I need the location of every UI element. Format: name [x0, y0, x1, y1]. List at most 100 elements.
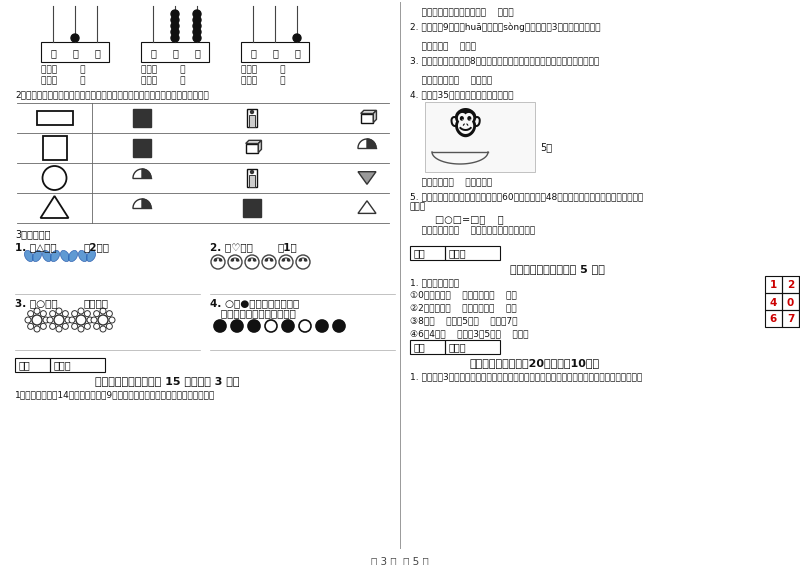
Text: 答：小丽站的这一对共有（    ）位。: 答：小丽站的这一对共有（ ）位。	[410, 8, 514, 17]
Circle shape	[193, 16, 201, 24]
Circle shape	[94, 323, 100, 329]
Bar	[42, 136, 66, 160]
Circle shape	[56, 326, 62, 332]
Text: 评卷人: 评卷人	[449, 248, 466, 258]
Text: 答：小芳再跳（    ）下就和小明跳的一样多。: 答：小芳再跳（ ）下就和小明跳的一样多。	[410, 226, 535, 235]
Circle shape	[32, 315, 42, 325]
Circle shape	[71, 34, 79, 42]
Text: ①0的左面是（    ），右面是（    ）。: ①0的左面是（ ），右面是（ ）。	[410, 290, 517, 299]
Circle shape	[78, 326, 84, 332]
Ellipse shape	[25, 250, 34, 262]
Bar	[410, 246, 445, 260]
Circle shape	[69, 317, 75, 323]
Text: 评卷人: 评卷人	[449, 342, 466, 352]
Circle shape	[94, 311, 100, 316]
Polygon shape	[142, 169, 151, 178]
Text: 3. 小朋友做剪纸，用了8张红纸，又用了同样多的黄纸，他们用了多少张纸？: 3. 小朋友做剪纸，用了8张红纸，又用了同样多的黄纸，他们用了多少张纸？	[410, 56, 599, 65]
Text: 多2个。: 多2个。	[83, 242, 109, 252]
Circle shape	[270, 259, 273, 261]
Circle shape	[316, 320, 328, 332]
Polygon shape	[142, 199, 151, 208]
Text: 十、附加题（本题共20分，每题10分）: 十、附加题（本题共20分，每题10分）	[470, 358, 600, 368]
Text: 写作（        ）: 写作（ ）	[241, 65, 286, 74]
Text: 百: 百	[150, 48, 156, 58]
Bar	[799, 293, 800, 310]
Circle shape	[50, 323, 56, 329]
Text: 读作（        ）: 读作（ ）	[241, 76, 286, 85]
Bar	[782, 276, 799, 293]
Circle shape	[305, 259, 306, 261]
Text: 4: 4	[770, 298, 777, 307]
Text: 2: 2	[787, 280, 794, 290]
Text: 答：还剩（    ）朵。: 答：还剩（ ）朵。	[410, 42, 476, 51]
Text: 答：还剩下（    ）个桃子。: 答：还剩下（ ）个桃子。	[410, 178, 492, 187]
Bar	[41, 42, 109, 62]
Polygon shape	[367, 139, 376, 148]
Text: 1: 1	[770, 280, 777, 290]
Bar	[133, 139, 151, 157]
Circle shape	[87, 317, 93, 323]
Ellipse shape	[86, 250, 95, 262]
Text: 第 3 页  共 5 页: 第 3 页 共 5 页	[371, 556, 429, 565]
Circle shape	[214, 320, 226, 332]
Circle shape	[106, 311, 112, 316]
Circle shape	[171, 28, 179, 36]
Polygon shape	[258, 140, 262, 153]
Text: 百: 百	[50, 48, 56, 58]
Text: 评卷人: 评卷人	[54, 360, 72, 370]
Bar	[250, 175, 254, 186]
Bar	[410, 340, 445, 354]
Bar	[361, 114, 374, 123]
Text: 2. 小云摘了9朵花（huā），送（sòng）给小朋友3朵，还剩多少朵？: 2. 小云摘了9朵花（huā），送（sòng）给小朋友3朵，还剩多少朵？	[410, 22, 601, 32]
Text: 5个: 5个	[540, 142, 552, 152]
Bar	[799, 310, 800, 327]
Text: 答：他们用了（    ）张纸。: 答：他们用了（ ）张纸。	[410, 76, 492, 85]
Text: 个: 个	[194, 48, 200, 58]
Bar	[765, 293, 782, 310]
Text: 2、画一画。（请你找出用右侧哪一个物体可以画出左侧的图形，用笔圈出来。）: 2、画一画。（请你找出用右侧哪一个物体可以画出左侧的图形，用笔圈出来。）	[15, 90, 209, 99]
Circle shape	[193, 10, 201, 18]
Text: ②2的下面是（    ），左面是（    ）。: ②2的下面是（ ），左面是（ ）。	[410, 303, 517, 312]
Bar	[50, 358, 105, 372]
Bar	[425, 102, 535, 172]
Circle shape	[40, 323, 46, 329]
Circle shape	[193, 22, 201, 30]
Circle shape	[237, 259, 238, 261]
Text: 得分: 得分	[414, 248, 426, 258]
Circle shape	[28, 311, 34, 316]
Ellipse shape	[69, 250, 78, 262]
Circle shape	[193, 28, 201, 36]
Circle shape	[43, 317, 49, 323]
Circle shape	[65, 317, 71, 323]
Circle shape	[56, 308, 62, 314]
Bar	[765, 276, 782, 293]
Text: 5. 小明和小芳一起做跳绳，小明跳了60下，小芳跳了48下，小芳再跳多少下就和小明跳的一: 5. 小明和小芳一起做跳绳，小明跳了60下，小芳跳了48下，小芳再跳多少下就和小…	[410, 192, 643, 201]
Circle shape	[109, 317, 115, 323]
Circle shape	[84, 323, 90, 329]
Text: 1．莉丽的后面有14位同学，前面有9位同学，小丽站的这一队共有多少位同学？: 1．莉丽的后面有14位同学，前面有9位同学，小丽站的这一队共有多少位同学？	[15, 390, 215, 399]
Circle shape	[72, 311, 78, 316]
Text: 少1个: 少1个	[278, 242, 298, 252]
Bar	[247, 169, 257, 187]
Circle shape	[248, 320, 260, 332]
Text: 十: 十	[72, 48, 78, 58]
Ellipse shape	[61, 250, 70, 262]
Circle shape	[171, 10, 179, 18]
Ellipse shape	[33, 250, 42, 262]
Circle shape	[78, 308, 84, 314]
Text: ③8的（    ）面是5，（    ）面是7。: ③8的（ ）面是5，（ ）面是7。	[410, 316, 518, 325]
Circle shape	[193, 34, 201, 42]
Text: 4. 原来有35个桃子，还剩下几个桃子？: 4. 原来有35个桃子，还剩下几个桃子？	[410, 90, 514, 99]
Text: 1. 看右图填一填。: 1. 看右图填一填。	[410, 278, 459, 287]
Circle shape	[91, 317, 97, 323]
Circle shape	[214, 259, 217, 261]
Text: 写作（        ）: 写作（ ）	[141, 65, 186, 74]
Text: 得分: 得分	[19, 360, 30, 370]
Text: 十: 十	[272, 48, 278, 58]
Text: 珠子，使两种珠子同样多。: 珠子，使两种珠子同样多。	[210, 308, 296, 318]
Circle shape	[34, 326, 40, 332]
Circle shape	[54, 315, 64, 325]
Circle shape	[34, 308, 40, 314]
Bar	[37, 111, 73, 125]
Text: 八、解决问题（本题共 15 分，每题 3 分）: 八、解决问题（本题共 15 分，每题 3 分）	[95, 376, 239, 386]
